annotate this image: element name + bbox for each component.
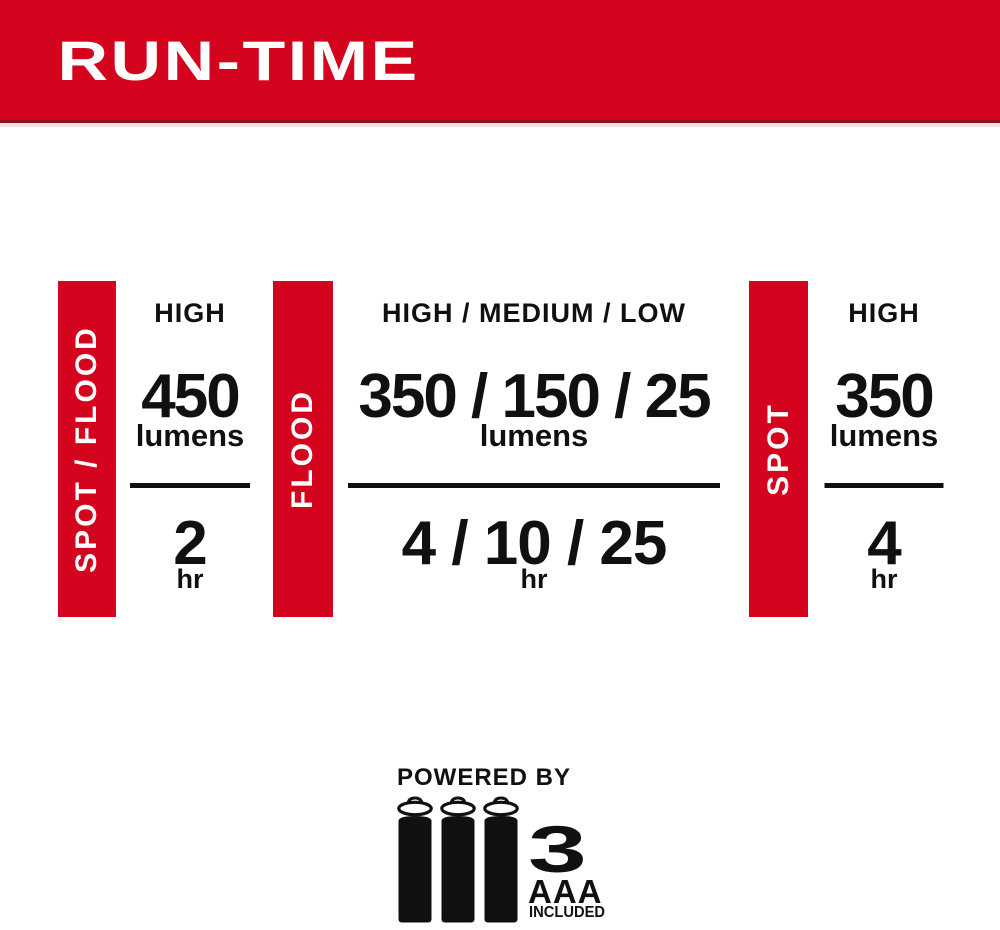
- spot-specs: HIGH 350 lumens 4 hr: [818, 281, 950, 617]
- runtime-value: 4 / 10 / 25: [401, 509, 668, 578]
- lumens-unit-label: lumens: [135, 418, 245, 453]
- mode-label: SPOT: [761, 402, 795, 496]
- lumens-unit-label: lumens: [829, 418, 939, 453]
- power-source-section: POWERED BY 3 AAA INCLUDED: [397, 766, 637, 930]
- divider-line: [130, 483, 250, 488]
- brightness-level-label: HIGH: [848, 298, 920, 328]
- divider-line: [348, 483, 720, 488]
- mode-label: SPOT / FLOOD: [70, 325, 104, 573]
- runtime-column-spot-flood: SPOT / FLOOD HIGH 450 lumens 2 hr: [58, 281, 258, 617]
- runtime-unit-label: hr: [520, 564, 548, 594]
- divider-line: [824, 483, 944, 488]
- lumens-value: 350: [835, 362, 934, 431]
- mode-label: FLOOD: [286, 389, 319, 509]
- lumens-value: 450: [141, 362, 240, 431]
- battery-count: 3: [528, 812, 587, 886]
- aaa-battery-icon: [440, 796, 476, 923]
- runtime-value: 2: [173, 509, 207, 578]
- lumens-unit-label: lumens: [479, 418, 589, 453]
- aaa-battery-icon: [397, 796, 433, 923]
- spot-flood-specs: HIGH 450 lumens 2 hr: [124, 281, 256, 617]
- runtime-unit-label: hr: [870, 564, 898, 594]
- aaa-battery-icon: [483, 796, 519, 923]
- page-title: RUN-TIME: [57, 28, 420, 92]
- runtime-unit-label: hr: [176, 564, 204, 594]
- battery-type-label: AAA: [528, 873, 603, 910]
- lumens-value: 350 / 150 / 25: [358, 362, 711, 431]
- spot-mode-bar: SPOT: [749, 281, 808, 617]
- runtime-column-spot: SPOT HIGH 350 lumens 4 hr: [749, 281, 951, 617]
- flood-specs: HIGH / MEDIUM / LOW 350 / 150 / 25 lumen…: [344, 281, 724, 617]
- flood-mode-bar: FLOOD: [273, 281, 333, 617]
- powered-by-label: POWERED BY: [397, 764, 572, 791]
- brightness-level-label: HIGH: [154, 298, 226, 328]
- spot-flood-mode-bar: SPOT / FLOOD: [58, 281, 116, 617]
- brightness-level-label: HIGH / MEDIUM / LOW: [382, 298, 686, 328]
- battery-icons-group: [397, 794, 519, 924]
- battery-included-label: INCLUDED: [529, 904, 606, 921]
- header-banner: RUN-TIME: [0, 0, 1000, 123]
- runtime-value: 4: [867, 509, 901, 578]
- runtime-column-flood: FLOOD HIGH / MEDIUM / LOW 350 / 150 / 25…: [273, 281, 725, 617]
